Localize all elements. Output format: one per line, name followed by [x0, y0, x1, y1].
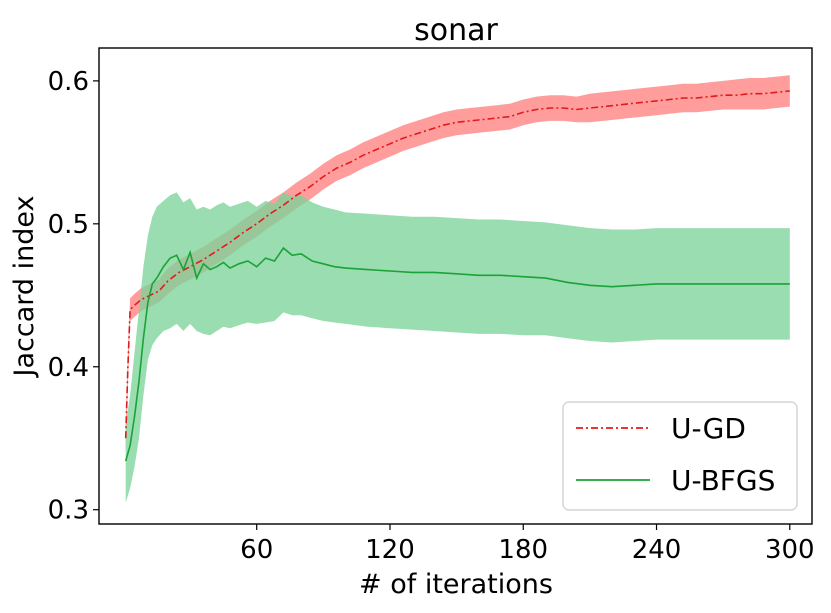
series-line-u-bfgs [124, 246, 790, 462]
y-tick-label: 0.6 [48, 67, 89, 97]
y-axis-label: Jaccard index [9, 196, 40, 379]
x-tick-label: 300 [765, 535, 815, 565]
legend-label-u-gd: U-GD [671, 412, 746, 445]
y-axis: 0.3 0.4 0.5 0.6 [48, 67, 99, 526]
legend-box [562, 401, 798, 511]
legend: U-GD U-BFGS [562, 401, 798, 511]
legend-label-u-bfgs: U-BFGS [671, 464, 775, 497]
x-tick-label: 240 [632, 535, 682, 565]
plot-frame [98, 47, 813, 525]
series-line-u-gd [124, 90, 790, 439]
confidence-band-u-bfgs [125, 192, 790, 503]
plot-area [124, 75, 790, 503]
x-axis: 60 120 180 240 300 [240, 524, 815, 565]
y-tick-label: 0.5 [48, 210, 89, 240]
y-tick-label: 0.3 [48, 496, 89, 526]
x-axis-label: # of iterations [359, 569, 553, 600]
y-tick-label: 0.4 [48, 353, 89, 383]
x-tick-label: 60 [240, 535, 273, 565]
x-tick-label: 180 [498, 535, 548, 565]
chart-title: sonar [414, 13, 498, 48]
x-tick-label: 120 [365, 535, 415, 565]
